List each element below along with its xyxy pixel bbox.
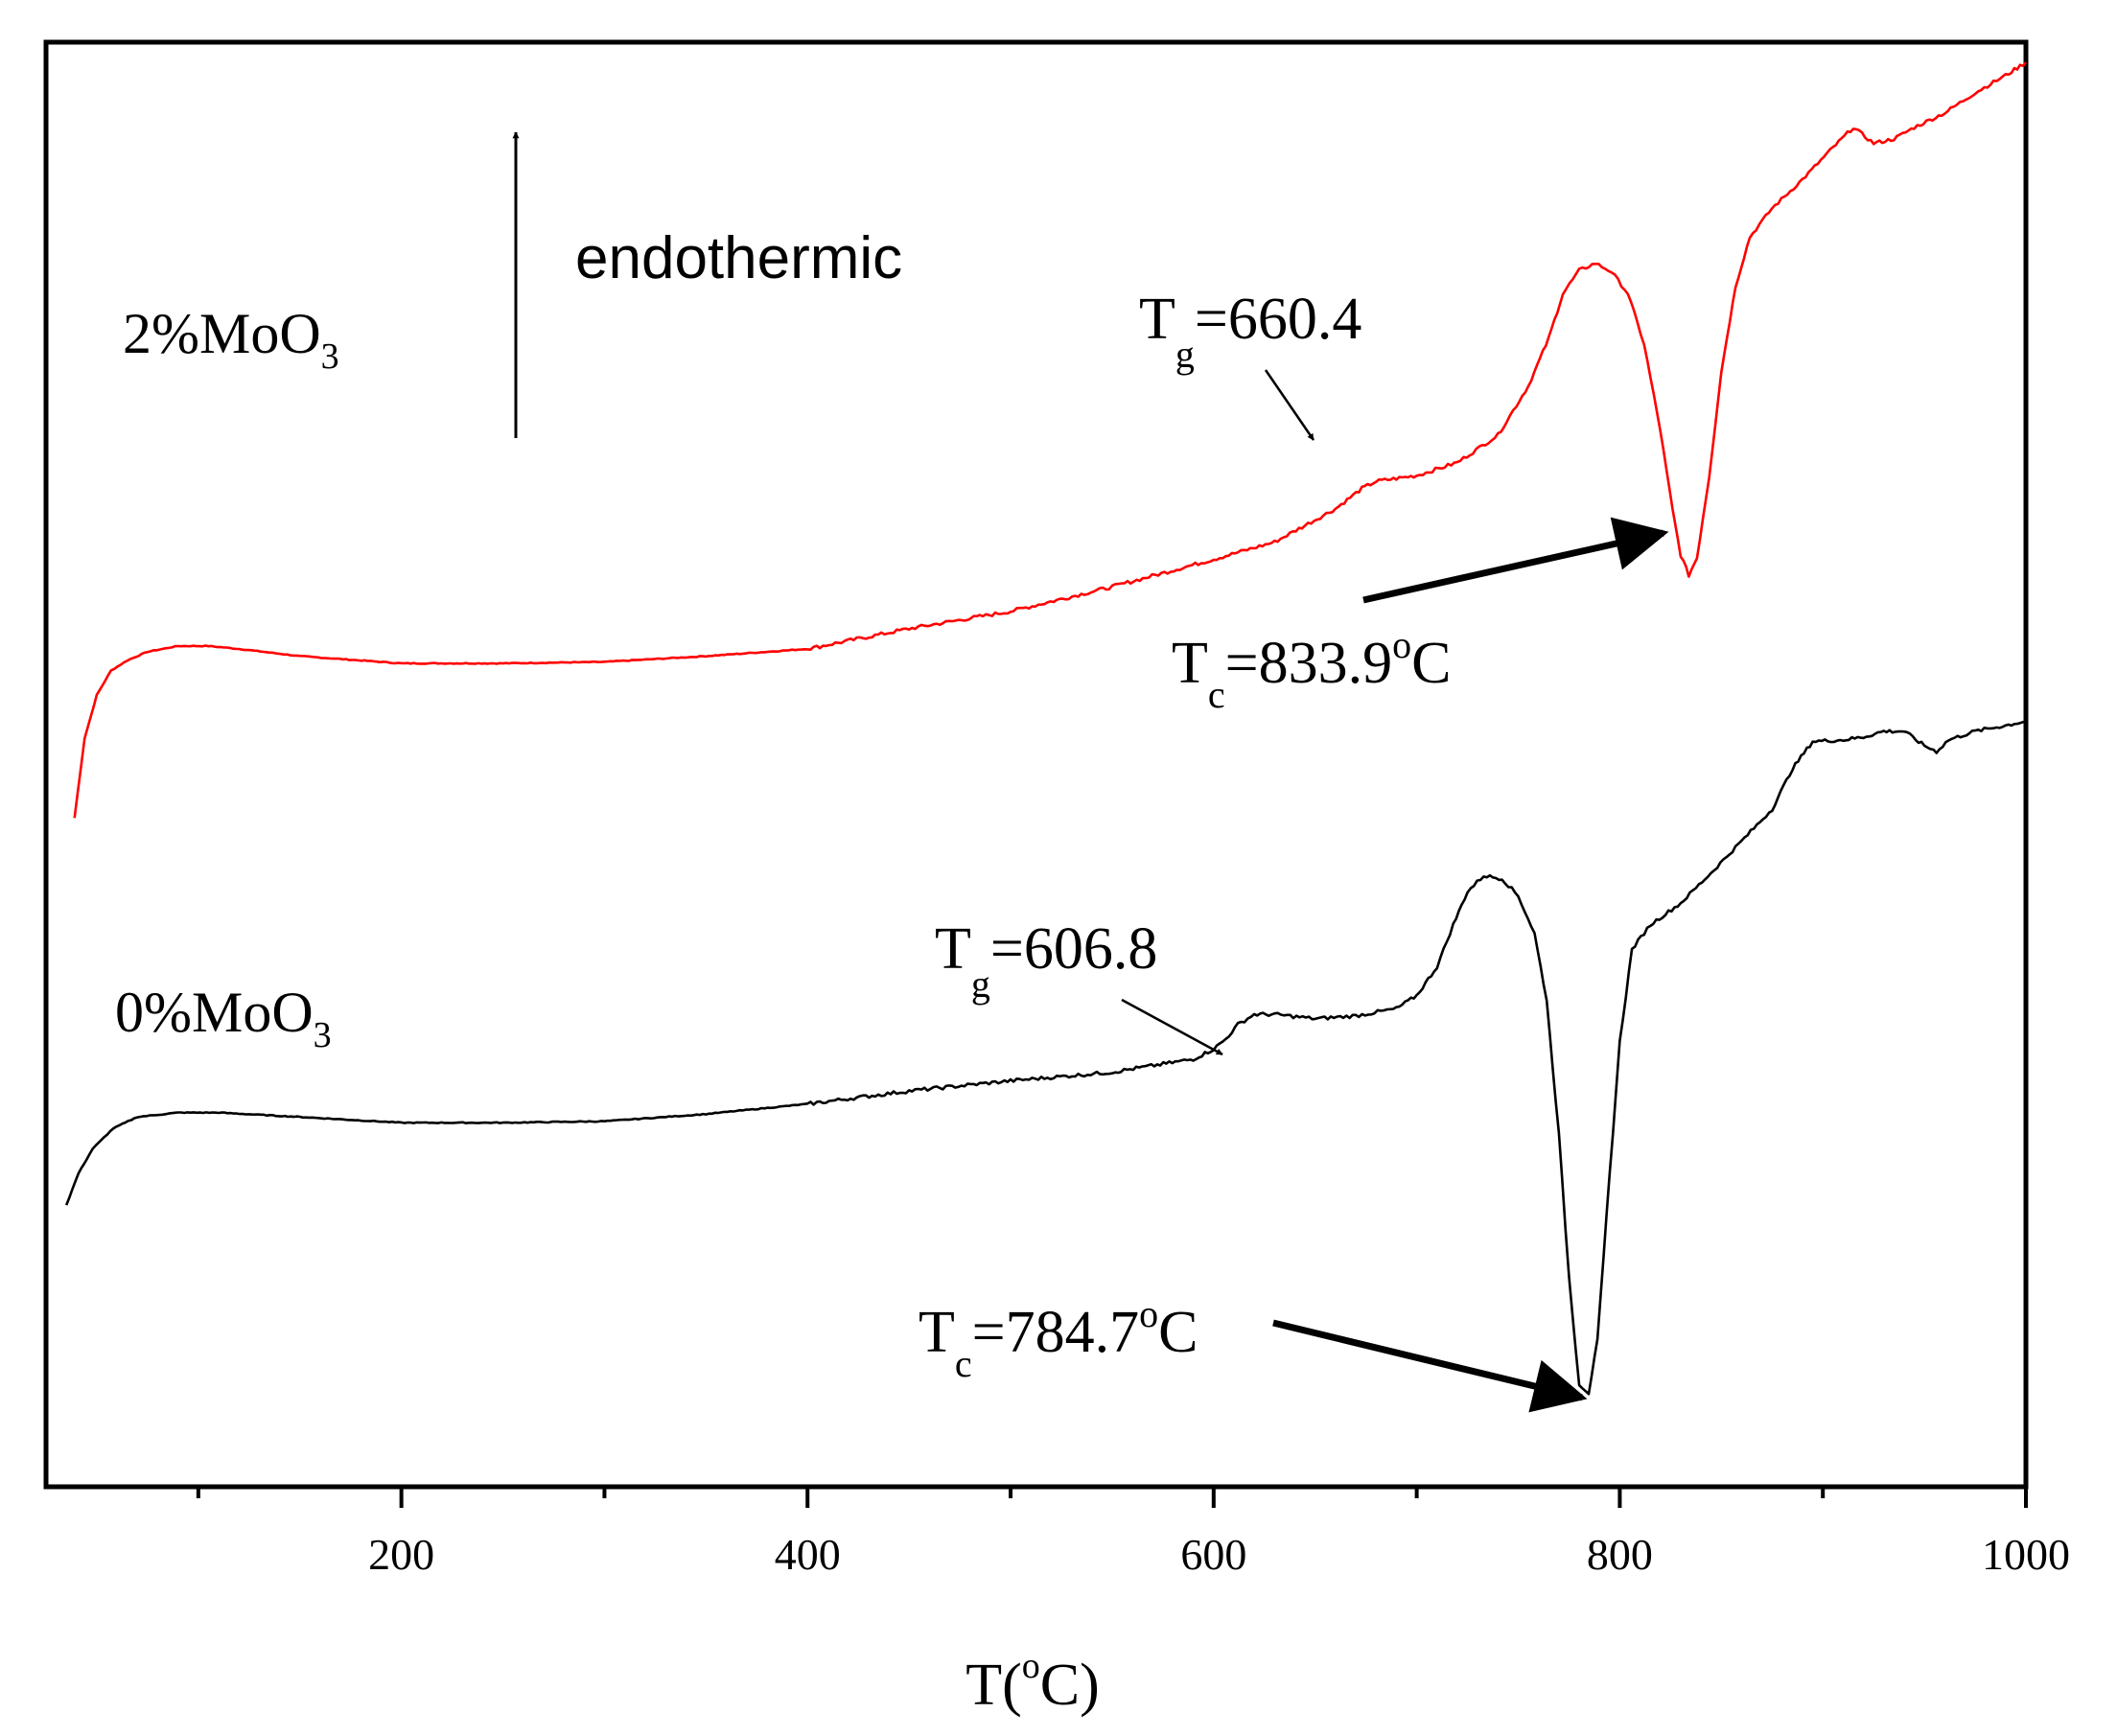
annotation-tg-0-main: T — [935, 916, 971, 982]
annotation-tc-2-unit: C — [1411, 631, 1451, 696]
series-label-0-moo3-main: 0%MoO — [115, 981, 314, 1044]
annotation-tc-2-sub: c — [1208, 673, 1225, 716]
annotation-tg-0-sub: g — [971, 962, 990, 1006]
x-axis-ticks — [196, 1487, 2028, 1508]
annotation-tc-2-arrow — [1362, 517, 1669, 604]
x-tick-label-400: 400 — [775, 1530, 841, 1579]
endothermic-label: endothermic — [575, 225, 902, 291]
series-label-2-moo3-main: 2%MoO — [123, 302, 321, 365]
annotation-tc-0-arrow — [1272, 1319, 1588, 1413]
annotation-tc-0-unit: C — [1158, 1300, 1198, 1365]
x-tick-label-800: 800 — [1587, 1530, 1653, 1579]
x-axis-title-main: T( — [965, 1653, 1022, 1718]
x-axis-title: T(oC) — [965, 1646, 1100, 1718]
x-tick-label-1000: 1000 — [1982, 1530, 2070, 1579]
plot-frame — [43, 39, 2029, 1490]
annotation-tg-2-main: T — [1139, 287, 1175, 352]
annotation-tc-0-main: T — [919, 1300, 955, 1365]
x-axis-tick-labels: 200 400 600 800 1000 — [368, 1530, 2070, 1579]
series-layer — [64, 61, 2027, 1396]
series-label-0-moo3-sub: 3 — [314, 1015, 332, 1055]
annotation-tg-2: Tg=660.4 — [1139, 287, 1361, 376]
annotation-tc-0-sup: o — [1139, 1292, 1158, 1335]
series-label-0-moo3: 0%MoO3 — [115, 981, 332, 1055]
series-line-2-moo3 — [73, 61, 2027, 819]
annotation-tc-0-value: =784.7 — [972, 1300, 1139, 1365]
series-label-2-moo3: 2%MoO3 — [123, 302, 339, 377]
annotation-tc-2-sup: o — [1392, 623, 1411, 666]
annotation-tc-0: Tc=784.7oC — [919, 1292, 1198, 1385]
annotation-tg-0-arrow — [1121, 998, 1223, 1056]
annotation-tg-0: Tg=606.8 — [935, 916, 1157, 1006]
x-axis-title-sup: o — [1022, 1646, 1040, 1686]
annotation-tc-2-main: T — [1172, 631, 1208, 696]
annotation-tg-2-sub: g — [1175, 333, 1195, 376]
annotation-tg-2-value: =660.4 — [1195, 287, 1361, 352]
x-tick-label-200: 200 — [368, 1530, 434, 1579]
annotation-tc-2-value: =833.9 — [1225, 631, 1392, 696]
series-label-2-moo3-sub: 3 — [321, 336, 339, 377]
annotation-tc-0-sub: c — [955, 1342, 972, 1385]
annotation-tc-2: Tc=833.9oC — [1172, 623, 1451, 716]
annotation-tg-2-arrow — [1264, 369, 1315, 441]
series-line-0-moo3 — [64, 720, 2027, 1396]
annotation-tg-0-value: =606.8 — [990, 916, 1157, 982]
x-tick-label-600: 600 — [1180, 1530, 1246, 1579]
x-axis-title-end: C) — [1040, 1653, 1100, 1718]
